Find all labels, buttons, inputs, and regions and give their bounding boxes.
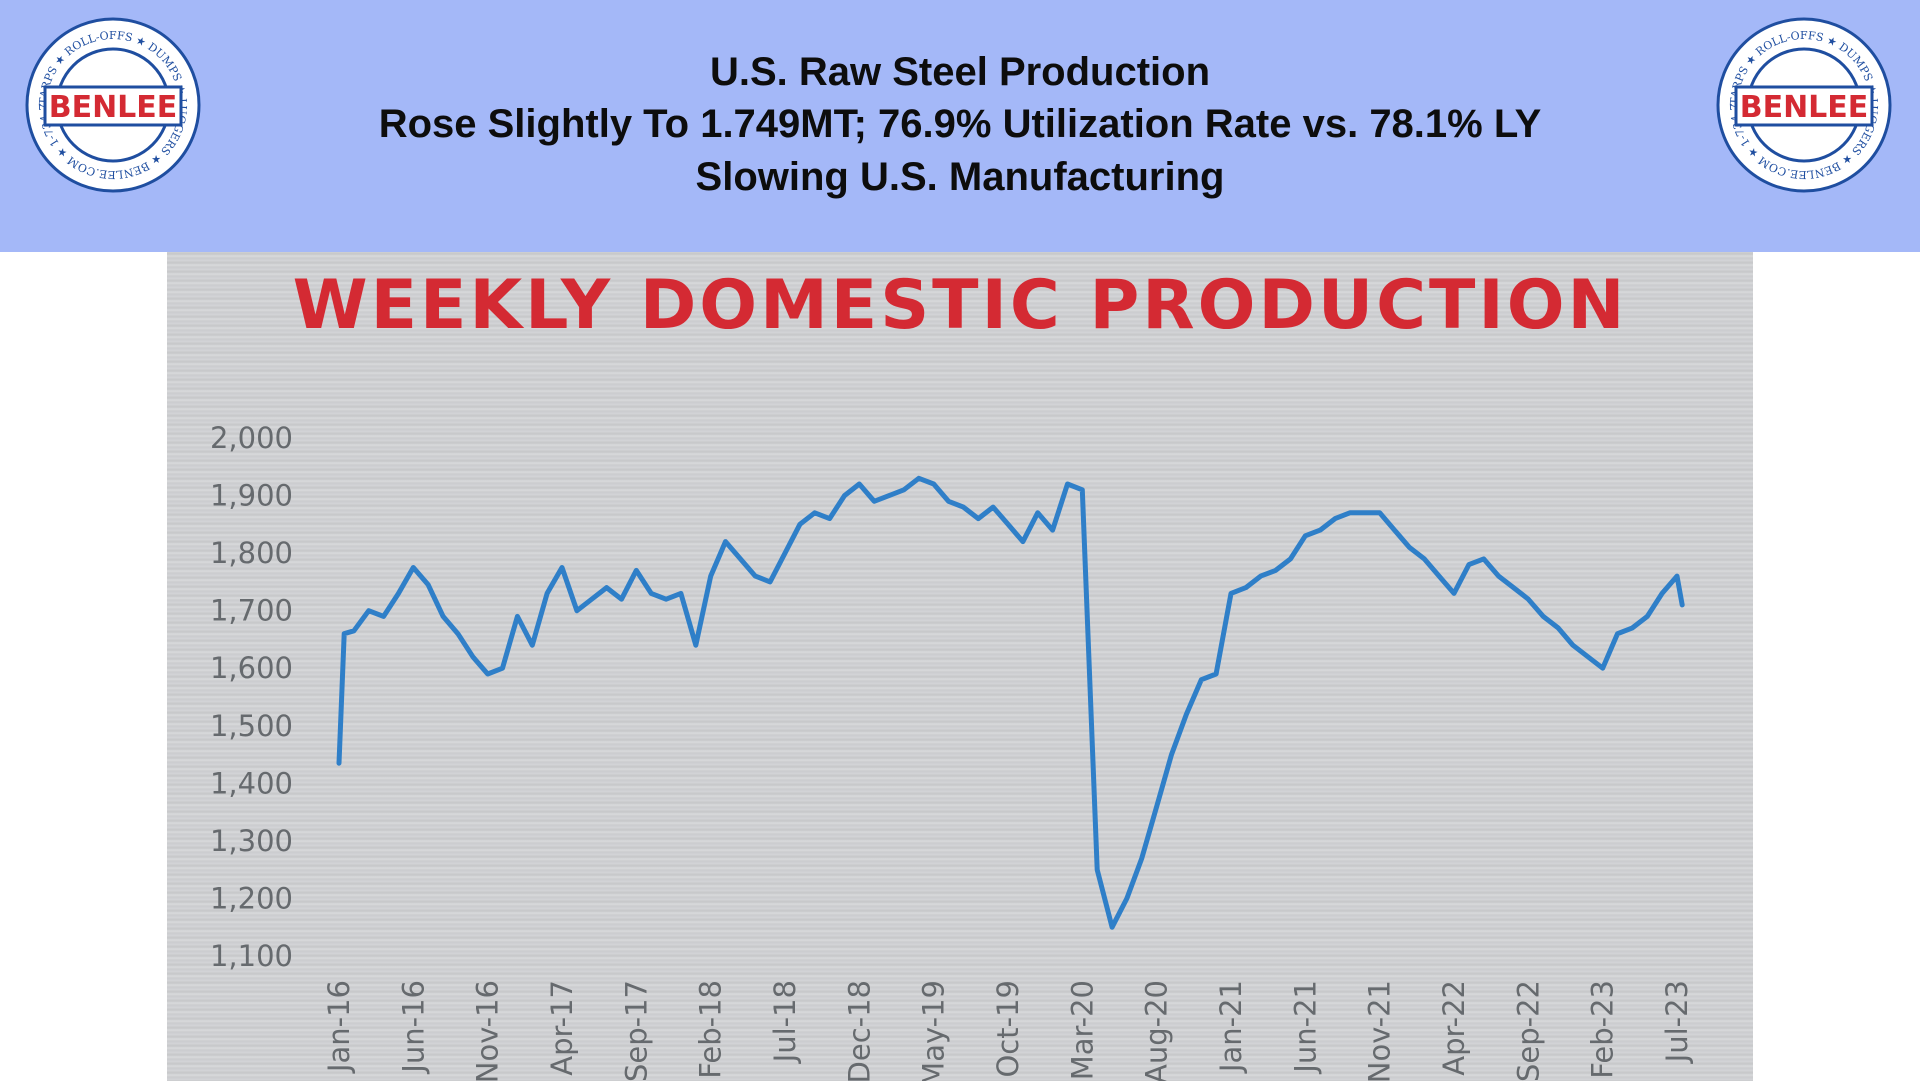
logo-brand-text: BENLEE [49, 90, 178, 125]
y-tick-label: 1,900 [210, 479, 293, 513]
x-tick-label: Nov-16 [471, 980, 505, 1081]
x-tick-label: May-19 [917, 980, 951, 1081]
x-tick-label: Feb-18 [694, 980, 728, 1079]
x-tick-label: Dec-18 [842, 980, 876, 1081]
x-tick-label: Jul-23 [1660, 980, 1694, 1064]
benlee-logo-right: TARPS ★ ROLL-OFFS ★ DUMPS ★ LUGGERS ★ BE… [1716, 17, 1892, 193]
page-title: U.S. Raw Steel Production [709, 50, 1211, 94]
header-banner: U.S. Raw Steel Production Rose Slightly … [0, 0, 1920, 252]
y-tick-label: 1,500 [210, 709, 293, 743]
page-subtitle-2: Slowing U.S. Manufacturing [695, 155, 1225, 199]
x-tick-label: Oct-19 [991, 980, 1025, 1078]
y-tick-label: 2,000 [210, 421, 293, 455]
series-line [336, 475, 1685, 930]
x-tick-label: Nov-21 [1363, 980, 1397, 1081]
page-subtitle: Rose Slightly To 1.749MT; 76.9% Utilizat… [378, 102, 1542, 146]
chart-panel: WEEKLY DOMESTIC PRODUCTION 2,000 1,900 1,8… [167, 252, 1753, 1081]
x-tick-label: Jan-21 [1214, 980, 1248, 1074]
x-tick-label: Jan-16 [322, 980, 356, 1074]
x-tick-label: Sep-17 [619, 980, 653, 1081]
x-tick-label: Jul-18 [768, 980, 802, 1064]
x-tick-label: Jun-16 [396, 980, 430, 1075]
y-tick-label: 1,400 [210, 766, 293, 800]
logo-brand-text: BENLEE [1740, 90, 1869, 125]
x-tick-label: Jun-21 [1288, 980, 1322, 1075]
y-axis: 2,000 1,900 1,800 1,700 1,600 1,500 1,400 1,300… [210, 421, 293, 973]
x-tick-label: Apr-22 [1437, 980, 1471, 1076]
x-tick-label: Sep-22 [1511, 980, 1545, 1081]
x-tick-label: Feb-23 [1586, 980, 1620, 1079]
y-tick-label: 1,600 [210, 651, 293, 685]
y-tick-label: 1,100 [210, 939, 293, 973]
y-tick-label: 1,200 [210, 881, 293, 915]
y-tick-label: 1,300 [210, 824, 293, 858]
x-axis: Jan-16 Jun-16 Nov-16 Apr-17 Sep-17 Feb-18 Jul-… [322, 980, 1694, 1081]
line-chart: WEEKLY DOMESTIC PRODUCTION 2,000 1,900 1,8… [210, 266, 1694, 1081]
y-tick-label: 1,700 [210, 594, 293, 628]
series-layer [336, 475, 1685, 930]
benlee-logo-left: TARPS ★ ROLL-OFFS ★ DUMPS ★ LUGGERS ★ BE… [25, 17, 201, 193]
y-tick-label: 1,800 [210, 536, 293, 570]
x-tick-label: Apr-17 [545, 980, 579, 1076]
chart-title: WEEKLY DOMESTIC PRODUCTION [293, 266, 1628, 345]
x-tick-label: Mar-20 [1065, 980, 1099, 1080]
x-tick-label: Aug-20 [1140, 980, 1174, 1081]
